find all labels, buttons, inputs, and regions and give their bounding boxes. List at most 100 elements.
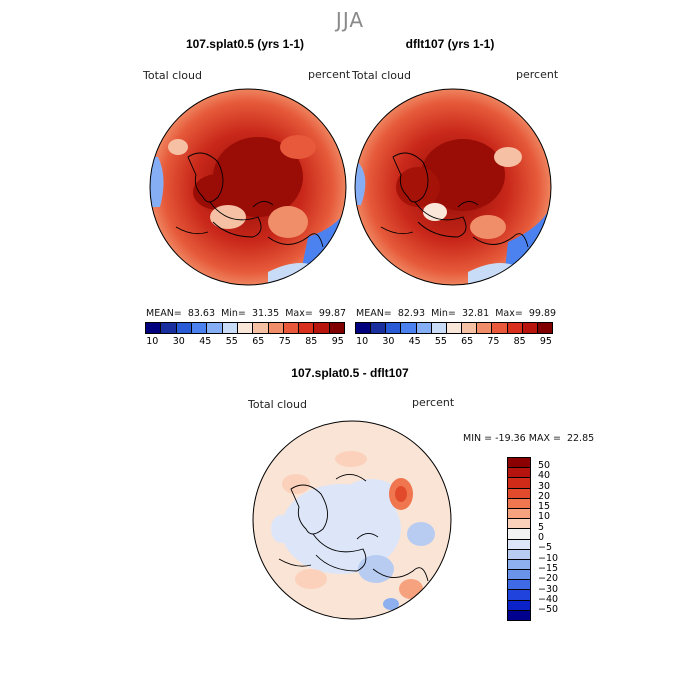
- diff-colorbar-swatch: [508, 570, 530, 581]
- panel-1-min: 31.35: [251, 308, 280, 319]
- panel-2-colorbar-ticks: 10 30 45 55 65 75 85 95: [349, 336, 559, 347]
- diff-colorbar-swatch: [508, 549, 530, 560]
- colorbar-swatch: [237, 323, 254, 333]
- diff-colorbar-swatch: [508, 468, 530, 479]
- diff-units-label: percent: [412, 396, 455, 409]
- colorbar-swatch: [253, 323, 269, 333]
- diff-colorbar-swatch: [508, 610, 530, 620]
- colorbar-swatch: [477, 323, 493, 333]
- colorbar-swatch: [268, 323, 284, 333]
- diff-colorbar-swatch: [508, 498, 530, 509]
- colorbar-swatch: [507, 323, 523, 333]
- panel-2-max: 99.89: [528, 308, 557, 319]
- diff-colorbar-label: −20: [538, 573, 559, 585]
- diff-colorbar-label: 5: [538, 521, 545, 533]
- panel-1-variable-label: Total cloud: [143, 69, 202, 82]
- colorbar-swatch: [462, 323, 478, 333]
- colorbar-swatch: [283, 323, 300, 333]
- diff-colorbar-swatch: [508, 458, 530, 469]
- panel-2-units-label: percent: [516, 68, 559, 81]
- panel-1-colorbar-ticks: 10 30 45 55 65 75 85 95: [139, 336, 351, 347]
- diff-colorbar-label: −10: [538, 552, 559, 564]
- colorbar-swatch: [386, 323, 402, 333]
- colorbar-tick-label: 75: [487, 336, 500, 347]
- diff-colorbar-swatch: [508, 508, 530, 520]
- colorbar-tick-label: 10: [146, 336, 159, 347]
- panel-1-max: 99.87: [318, 308, 347, 319]
- diff-colorbar-swatch: [508, 559, 530, 571]
- panel-2-max-label: Max=: [495, 308, 523, 319]
- diff-colorbar-label: 10: [538, 511, 551, 523]
- diff-colorbar-label: −50: [538, 604, 559, 616]
- colorbar-tick-label: 75: [278, 336, 291, 347]
- diff-colorbar-label: 30: [538, 480, 551, 492]
- diff-colorbar-swatch: [508, 580, 530, 591]
- panel-2-variable-label: Total cloud: [352, 69, 411, 82]
- colorbar-tick-label: 95: [331, 336, 344, 347]
- diff-colorbar-swatch: [508, 488, 530, 499]
- diff-colorbar: [507, 457, 531, 621]
- diff-colorbar-swatch: [508, 519, 530, 530]
- diff-colorbar-label: 15: [538, 501, 551, 513]
- panel-2-polar-map: [354, 88, 552, 286]
- diff-colorbar-label: −15: [538, 562, 559, 574]
- colorbar-swatch: [161, 323, 177, 333]
- colorbar-swatch: [207, 323, 223, 333]
- colorbar-tick-label: 55: [434, 336, 447, 347]
- colorbar-swatch: [356, 323, 372, 333]
- colorbar-swatch: [416, 323, 432, 333]
- panel-1-colorbar: [145, 322, 345, 334]
- panel-1-polar-map: [149, 88, 347, 286]
- panel-2-stats: MEAN= 82.93 Min= 32.81 Max= 99.89: [356, 308, 556, 319]
- panel-2-min-label: Min=: [431, 308, 456, 319]
- diff-minmax-text: MIN = -19.36 MAX = 22.85: [463, 433, 595, 444]
- colorbar-tick-label: 30: [172, 336, 185, 347]
- panel-2-mean-label: MEAN=: [356, 308, 392, 319]
- colorbar-swatch: [191, 323, 208, 333]
- panel-1-units-label: percent: [308, 68, 351, 81]
- panel-1-mean-label: MEAN=: [146, 308, 182, 319]
- colorbar-tick-label: 45: [408, 336, 421, 347]
- colorbar-swatch: [371, 323, 387, 333]
- colorbar-tick-label: 65: [252, 336, 265, 347]
- diff-colorbar-label: 50: [538, 460, 551, 471]
- colorbar-swatch: [329, 323, 345, 333]
- colorbar-swatch: [431, 323, 447, 333]
- diff-colorbar-swatch: [508, 539, 530, 550]
- colorbar-swatch: [401, 323, 417, 333]
- colorbar-swatch: [314, 323, 330, 333]
- diff-colorbar-label: −30: [538, 583, 559, 595]
- diff-colorbar-label: 40: [538, 470, 551, 482]
- panel-2-mean: 82.93: [397, 308, 426, 319]
- colorbar-tick-label: 95: [539, 336, 552, 347]
- colorbar-swatch: [537, 323, 553, 333]
- colorbar-tick-label: 85: [513, 336, 526, 347]
- diff-colorbar-label: −40: [538, 593, 559, 605]
- colorbar-swatch: [176, 323, 192, 333]
- diff-colorbar-label: −5: [538, 542, 553, 554]
- colorbar-swatch: [299, 323, 315, 333]
- colorbar-tick-label: 85: [305, 336, 318, 347]
- diff-colorbar-swatch: [508, 600, 530, 611]
- colorbar-swatch: [146, 323, 162, 333]
- panel-2-colorbar: [355, 322, 553, 334]
- colorbar-tick-label: 30: [382, 336, 395, 347]
- diff-colorbar-swatch: [508, 529, 530, 540]
- diff-colorbar-labels: 50 40 30 20 15 10 5 0 −5 −10 −15 −20 −30 −40 −50: [538, 460, 559, 616]
- colorbar-tick-label: 10: [356, 336, 369, 347]
- colorbar-swatch: [492, 323, 508, 333]
- panel-2-title: dflt107 (yrs 1-1): [405, 37, 495, 51]
- panel-1-max-label: Max=: [285, 308, 313, 319]
- colorbar-swatch: [446, 323, 463, 333]
- diff-panel-title: 107.splat0.5 - dflt107: [291, 366, 409, 380]
- colorbar-swatch: [522, 323, 538, 333]
- diff-colorbar-swatch: [508, 478, 530, 489]
- colorbar-swatch: [222, 323, 238, 333]
- diff-colorbar-label: 0: [538, 532, 545, 544]
- diff-polar-map: [252, 420, 452, 620]
- diff-variable-label: Total cloud: [248, 398, 307, 411]
- panel-1-title: 107.splat0.5 (yrs 1-1): [185, 37, 305, 51]
- panel-2-min: 32.81: [461, 308, 490, 319]
- colorbar-tick-label: 55: [225, 336, 238, 347]
- diff-colorbar-swatch: [508, 590, 530, 601]
